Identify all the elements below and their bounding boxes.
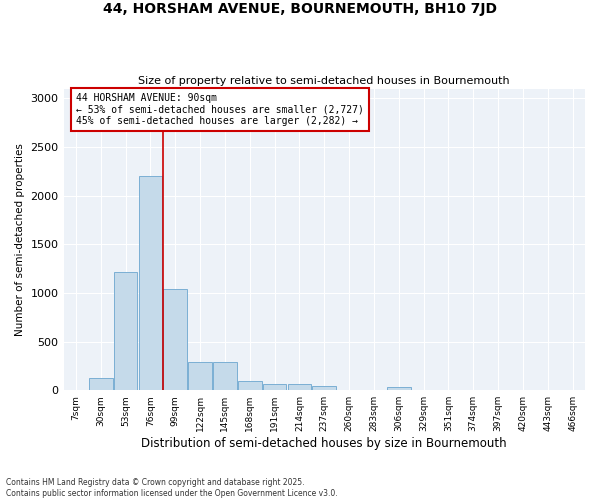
Bar [238, 382, 262, 390]
X-axis label: Distribution of semi-detached houses by size in Bournemouth: Distribution of semi-detached houses by … [142, 437, 507, 450]
Bar [263, 384, 286, 390]
Text: Contains HM Land Registry data © Crown copyright and database right 2025.
Contai: Contains HM Land Registry data © Crown c… [6, 478, 338, 498]
Title: Size of property relative to semi-detached houses in Bournemouth: Size of property relative to semi-detach… [139, 76, 510, 86]
Bar [139, 176, 162, 390]
Text: 44, HORSHAM AVENUE, BOURNEMOUTH, BH10 7JD: 44, HORSHAM AVENUE, BOURNEMOUTH, BH10 7J… [103, 2, 497, 16]
Text: 44 HORSHAM AVENUE: 90sqm
← 53% of semi-detached houses are smaller (2,727)
45% o: 44 HORSHAM AVENUE: 90sqm ← 53% of semi-d… [76, 92, 364, 126]
Bar [213, 362, 237, 390]
Bar [387, 387, 410, 390]
Bar [188, 362, 212, 390]
Y-axis label: Number of semi-detached properties: Number of semi-detached properties [15, 143, 25, 336]
Bar [114, 272, 137, 390]
Bar [89, 378, 113, 390]
Bar [313, 386, 336, 390]
Bar [163, 289, 187, 390]
Bar [287, 384, 311, 390]
